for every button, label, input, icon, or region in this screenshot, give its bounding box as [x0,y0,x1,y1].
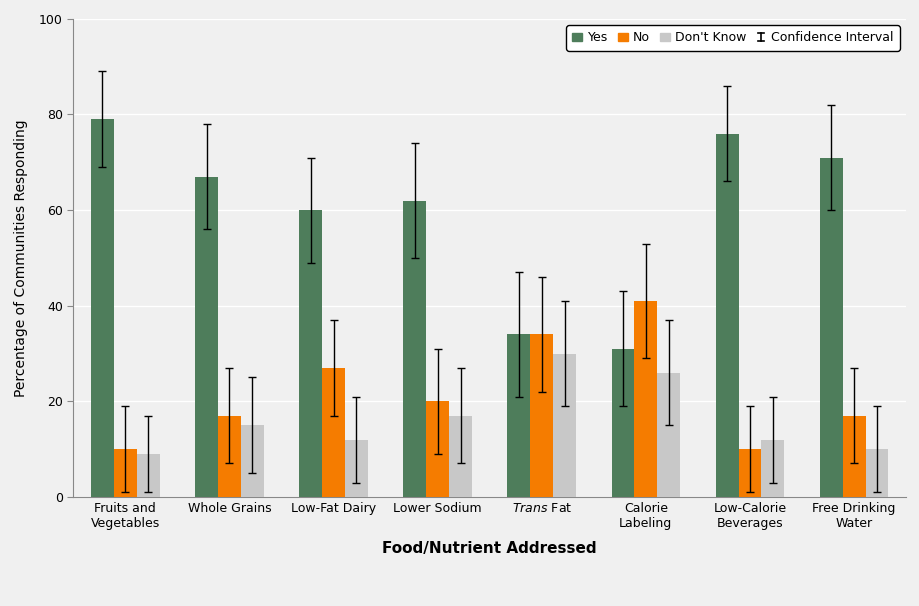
Text: Low-Fat Dairy: Low-Fat Dairy [290,502,376,514]
Bar [448,416,471,497]
Text: Free Drinking
Water: Free Drinking Water [811,502,895,530]
Bar [218,416,241,497]
Bar [195,176,218,497]
Legend: Yes, No, Don't Know, Confidence Interval: Yes, No, Don't Know, Confidence Interval [565,25,899,51]
Text: Fruits and
Vegetables: Fruits and Vegetables [91,502,160,530]
Text: Calorie
Labeling: Calorie Labeling [618,502,672,530]
Bar [656,373,679,497]
Bar [611,348,634,497]
Bar [137,454,160,497]
Bar [322,368,345,497]
Bar [425,401,448,497]
X-axis label: Food/Nutrient Addressed: Food/Nutrient Addressed [382,541,596,556]
Bar [865,449,888,497]
Bar [507,335,529,497]
Bar [529,335,552,497]
Bar [738,449,761,497]
Y-axis label: Percentage of Communities Responding: Percentage of Communities Responding [14,119,28,397]
Bar [552,353,575,497]
Text: $\it{Trans}$ Fat: $\it{Trans}$ Fat [511,502,572,514]
Bar [345,439,368,497]
Bar [634,301,656,497]
Bar [114,449,137,497]
Bar [842,416,865,497]
Bar [819,158,842,497]
Bar [715,133,738,497]
Bar [761,439,784,497]
Text: Whole Grains: Whole Grains [187,502,271,514]
Bar [91,119,114,497]
Bar [241,425,264,497]
Text: Lower Sodium: Lower Sodium [393,502,482,514]
Text: Low-Calorie
Beverages: Low-Calorie Beverages [712,502,786,530]
Bar [299,210,322,497]
Bar [403,201,425,497]
